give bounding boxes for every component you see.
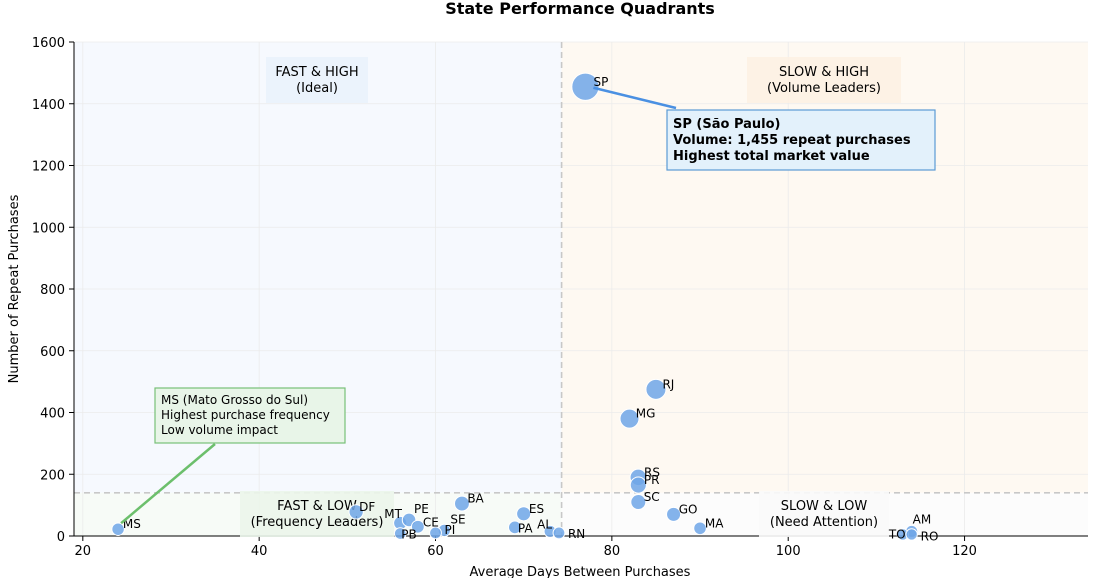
point-label-sp: SP bbox=[594, 75, 609, 89]
y-tick-label: 800 bbox=[40, 283, 65, 298]
data-point-ro bbox=[905, 528, 918, 541]
point-label-pi: PI bbox=[445, 523, 456, 537]
quadrant-label-slow-low: (Need Attention) bbox=[770, 515, 878, 530]
data-point-pi bbox=[429, 526, 442, 540]
data-point-es bbox=[516, 506, 532, 522]
point-label-rs: RS bbox=[644, 465, 660, 479]
point-label-pb: PB bbox=[401, 528, 416, 542]
y-tick-label: 1600 bbox=[32, 36, 65, 51]
point-label-pe: PE bbox=[414, 502, 429, 516]
annotation-text-sp: SP (São Paulo) bbox=[673, 117, 781, 132]
y-tick-label: 1400 bbox=[32, 98, 65, 113]
data-point-ms bbox=[111, 522, 125, 536]
y-axis-label: Number of Repeat Purchases bbox=[7, 194, 22, 383]
quadrant-label-bg-fast_high bbox=[266, 57, 368, 103]
y-tick-label: 400 bbox=[40, 407, 65, 422]
x-tick-label: 120 bbox=[952, 544, 977, 559]
point-label-rn: RN bbox=[568, 527, 585, 541]
chart-title: State Performance Quadrants bbox=[445, 0, 715, 18]
annotation-box-sp bbox=[666, 109, 936, 171]
data-point-pa bbox=[508, 520, 522, 535]
quadrant-label-fast-high: (Ideal) bbox=[296, 81, 338, 96]
point-label-pr: PR bbox=[644, 473, 660, 487]
point-label-ms: MS bbox=[123, 517, 141, 531]
data-point-rn bbox=[552, 526, 566, 540]
data-point-pr bbox=[629, 476, 647, 494]
data-point-rj bbox=[645, 378, 667, 400]
point-label-mt: MT bbox=[384, 507, 402, 521]
quadrant-label-slow-low: SLOW & LOW bbox=[781, 499, 868, 514]
point-label-se: SE bbox=[450, 512, 465, 526]
annotation-text-ms: Highest purchase frequency bbox=[161, 408, 330, 422]
point-label-df: DF bbox=[359, 500, 375, 514]
point-label-mg: MG bbox=[636, 407, 656, 421]
point-label-es: ES bbox=[529, 502, 544, 516]
quadrant-label-fast-low: (Frequency Leaders) bbox=[251, 515, 384, 530]
data-point-sp bbox=[571, 72, 600, 101]
x-tick-label: 80 bbox=[604, 544, 621, 559]
quadrant-label-slow-high: SLOW & HIGH bbox=[779, 65, 869, 80]
annotation-text-ms: Low volume impact bbox=[161, 423, 278, 437]
y-tick-label: 600 bbox=[40, 345, 65, 360]
point-label-ma: MA bbox=[705, 516, 724, 530]
x-tick-label: 20 bbox=[75, 544, 92, 559]
data-point-ce bbox=[410, 519, 425, 534]
annotation-text-ms: MS (Mato Grosso do Sul) bbox=[161, 393, 308, 407]
point-label-go: GO bbox=[679, 502, 698, 516]
x-tick-label: 100 bbox=[776, 544, 801, 559]
x-axis-label: Average Days Between Purchases bbox=[470, 565, 691, 578]
annotation-arrow-sp bbox=[593, 86, 677, 110]
data-point-ba bbox=[454, 495, 470, 512]
point-label-ro: RO bbox=[921, 529, 939, 543]
point-label-al: AL bbox=[537, 517, 552, 531]
quadrant-label-bg-slow_high bbox=[747, 57, 901, 103]
point-label-ba: BA bbox=[467, 492, 484, 506]
quadrant-label-slow-high: (Volume Leaders) bbox=[767, 81, 881, 96]
quadrant-label-fast-low: FAST & LOW bbox=[277, 499, 357, 514]
y-tick-label: 200 bbox=[40, 468, 65, 483]
data-point-ma bbox=[693, 521, 707, 536]
quadrant-label-bg-slow_low bbox=[759, 491, 889, 537]
y-tick-label: 1000 bbox=[32, 221, 65, 236]
data-point-sc bbox=[630, 494, 647, 511]
data-point-df bbox=[348, 504, 364, 520]
quadrant-label-fast-high: FAST & HIGH bbox=[275, 65, 358, 80]
point-label-am: AM bbox=[913, 512, 932, 526]
data-point-go bbox=[666, 506, 682, 522]
annotation-text-sp: Volume: 1,455 repeat purchases bbox=[673, 133, 911, 148]
annotation-text-sp: Highest total market value bbox=[673, 149, 870, 164]
y-tick-label: 1200 bbox=[32, 160, 65, 175]
point-label-sc: SC bbox=[644, 490, 660, 504]
data-point-mg bbox=[619, 408, 640, 429]
quadrant-label-bg-fast_low bbox=[240, 491, 394, 537]
point-label-pa: PA bbox=[518, 521, 533, 535]
plot-area: 20 40 60 80 100 12002004006008001000120014001… bbox=[32, 36, 1088, 559]
y-tick-label: 0 bbox=[57, 530, 65, 545]
x-tick-label: 40 bbox=[251, 544, 268, 559]
annotation-box-ms bbox=[154, 387, 346, 444]
x-tick-label: 60 bbox=[427, 544, 444, 559]
point-label-rj: RJ bbox=[662, 377, 674, 391]
data-point-pb bbox=[393, 527, 407, 540]
point-label-ce: CE bbox=[423, 516, 439, 530]
point-label-to: TO bbox=[888, 527, 906, 541]
annotation-arrow-ms bbox=[120, 443, 216, 525]
